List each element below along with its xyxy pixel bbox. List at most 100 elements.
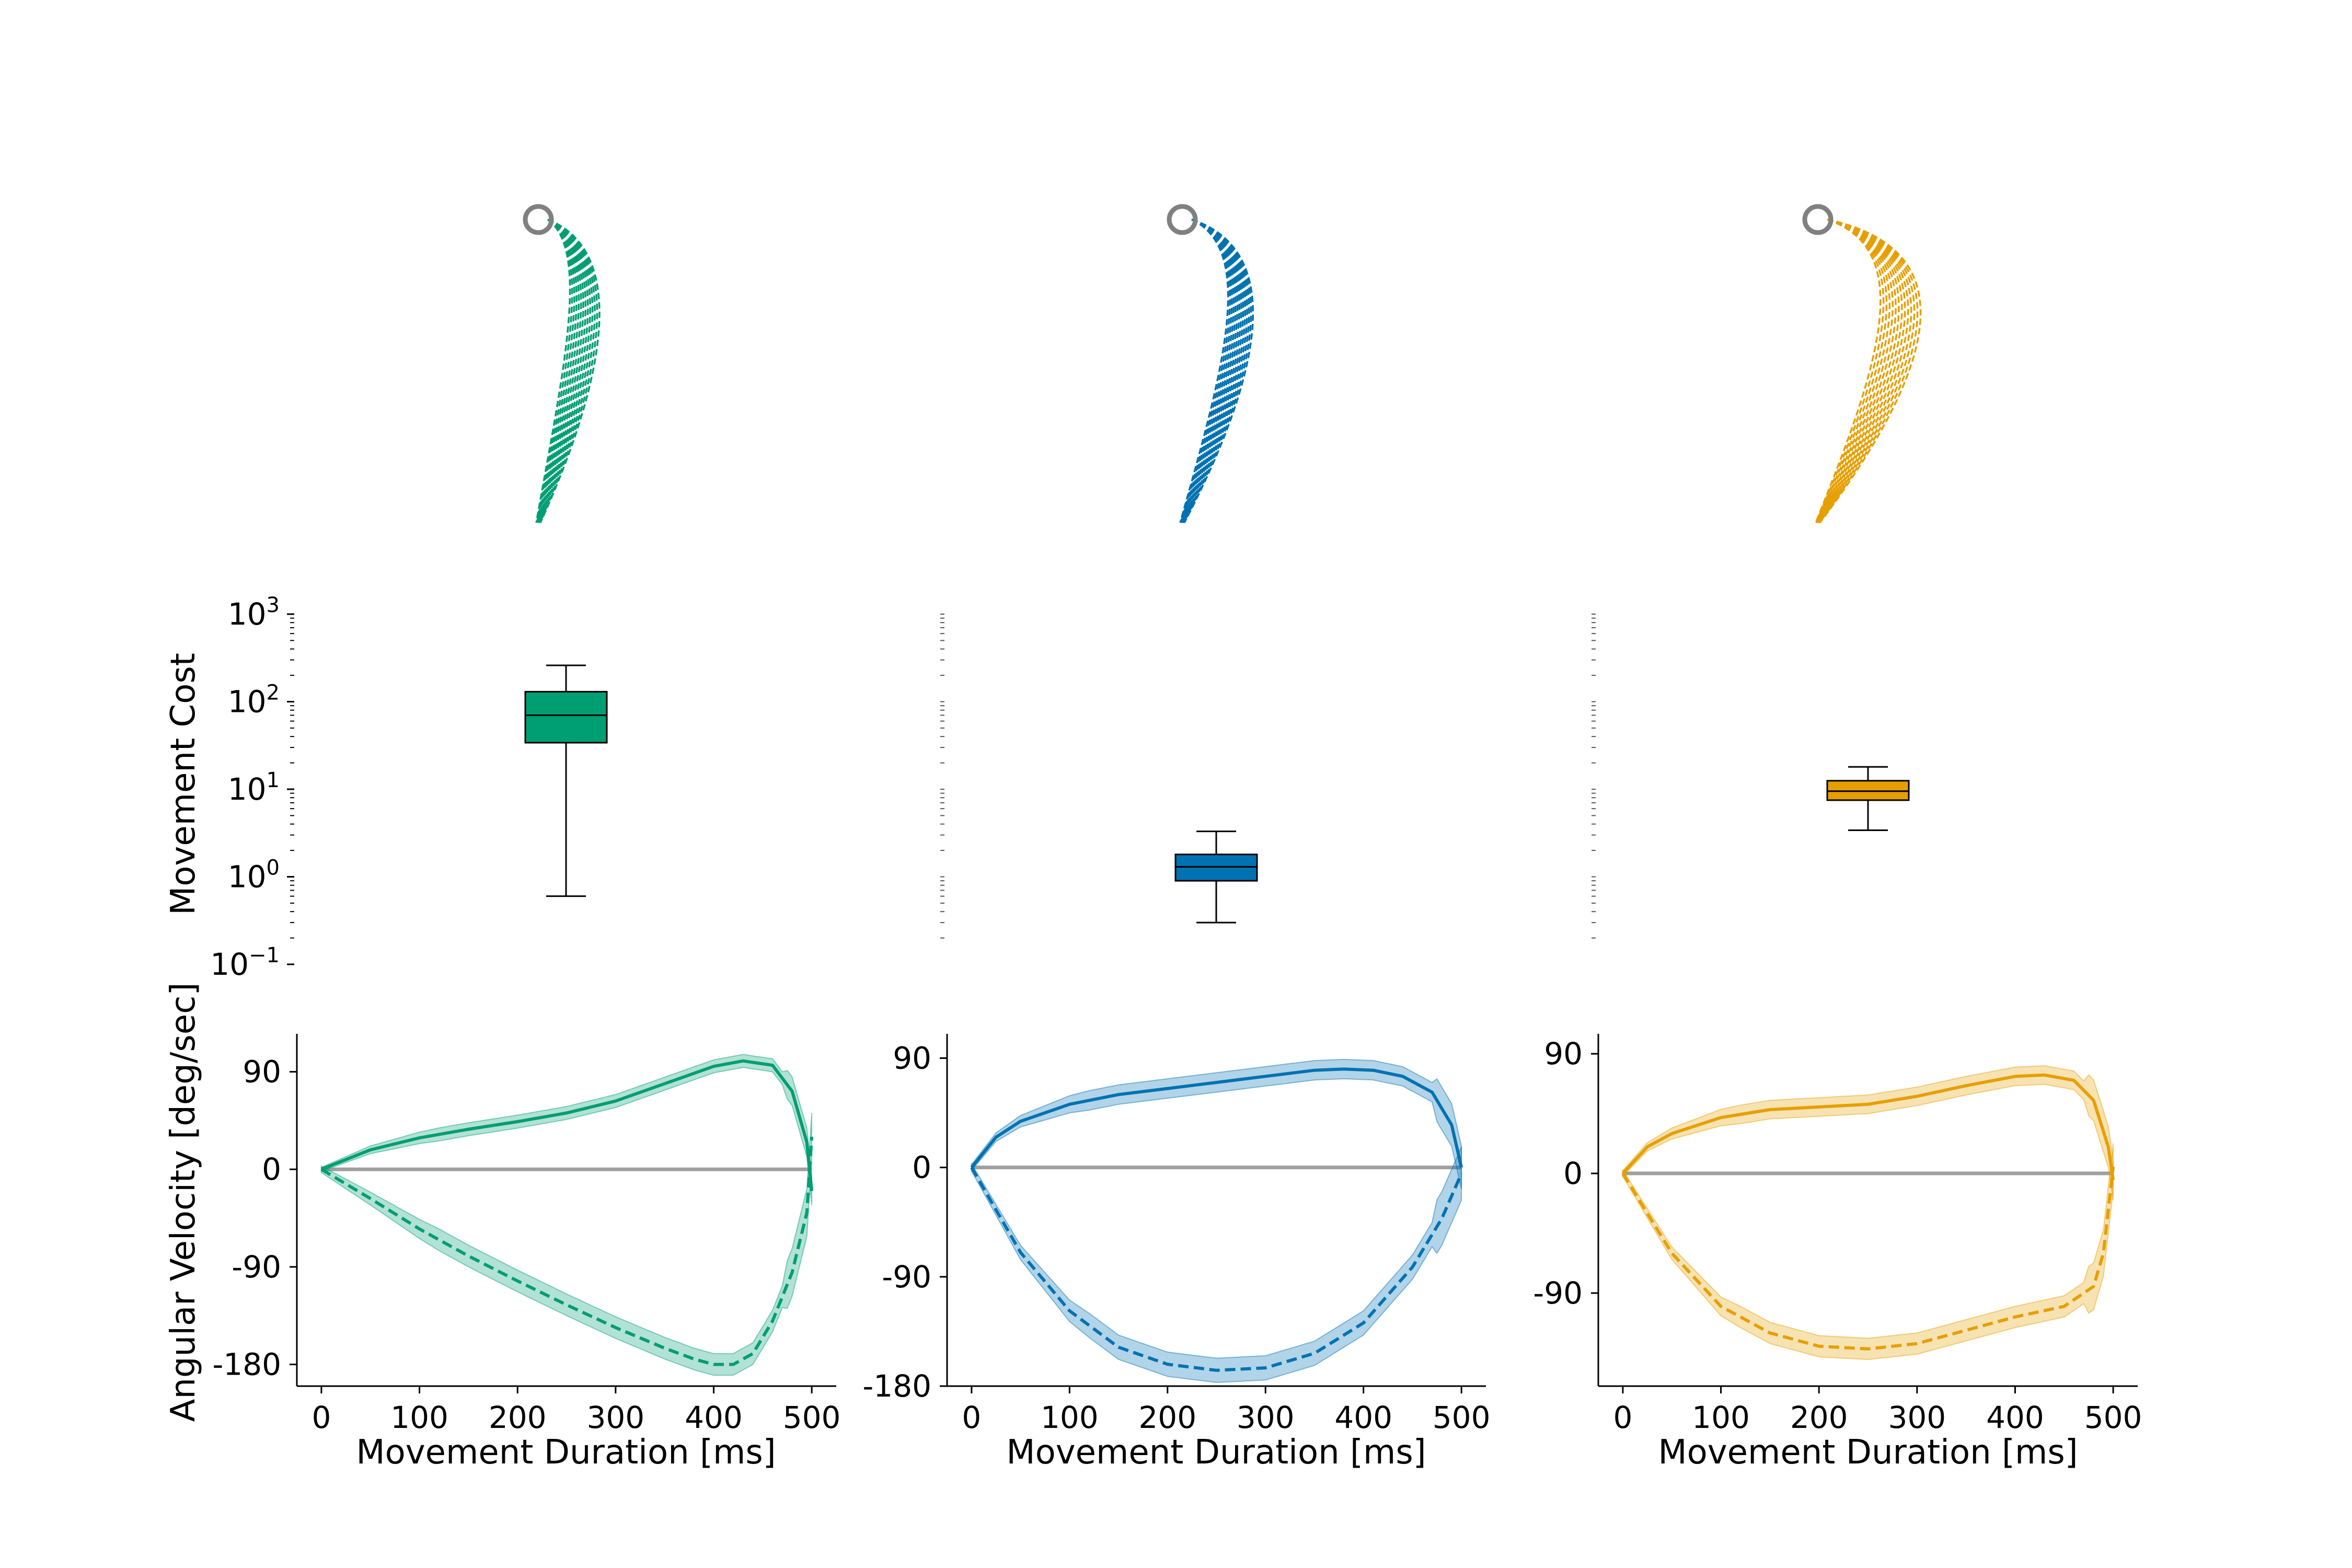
- y-tick-label: -90: [882, 1259, 931, 1295]
- x-tick-label: 0: [1613, 1400, 1632, 1435]
- trajectory-path: [1816, 218, 1897, 523]
- y-tick-label: 0: [262, 1151, 281, 1187]
- x-tick-label: 500: [1433, 1400, 1491, 1435]
- dashed-series-line: [320, 1136, 814, 1366]
- x-tick-label: 200: [489, 1400, 547, 1435]
- angular-velocity-row: 90 0 -90 -180 0 100 200 300 400 500 90 0 -90 -180 0 100…: [212, 1034, 2142, 1435]
- dashed-series-band: [971, 1146, 1462, 1383]
- trajectory-path: [1816, 218, 1891, 523]
- y-tick-label: 90: [893, 1040, 931, 1076]
- velocity-y-axis-label: Angular Velocity [deg/sec]: [164, 983, 203, 1422]
- trajectory-path: [1815, 218, 1882, 523]
- x-tick-label: 400: [1334, 1400, 1392, 1435]
- cost-tick-label: 10−1: [210, 943, 280, 982]
- cost-yaxis-ticks-2: [940, 614, 944, 939]
- y-tick-label: 0: [912, 1150, 931, 1185]
- trajectory-path: [537, 218, 587, 523]
- x-tick-label: 100: [1041, 1400, 1099, 1435]
- solid-series-band: [320, 1054, 813, 1206]
- dashed-series-line: [970, 1167, 1463, 1372]
- x-tick-label: 400: [685, 1400, 743, 1435]
- y-tick-label: -180: [862, 1368, 931, 1404]
- trajectory-path: [1819, 218, 1922, 524]
- trajectory-path: [1182, 218, 1244, 523]
- trajectory-path: [537, 218, 584, 523]
- x-axis-label-3: Movement Duration [ms]: [1658, 1433, 2078, 1472]
- cost-box-3: [1826, 766, 1910, 831]
- velocity-panel-2: 90 0 -90 -180 0 100 200 300 400 500: [862, 1034, 1490, 1435]
- x-tick-label: 500: [783, 1400, 841, 1435]
- x-tick-label: 300: [586, 1400, 644, 1435]
- trajectory-path: [1181, 218, 1242, 523]
- trajectory-path: [535, 218, 573, 523]
- x-tick-label: 300: [1237, 1400, 1295, 1435]
- trajectory-row: [523, 204, 1922, 524]
- x-axis-label-2: Movement Duration [ms]: [1006, 1433, 1426, 1472]
- cost-box-2: [1174, 831, 1258, 924]
- cost-tick-label: 100: [228, 856, 280, 895]
- cost-tick-label: 102: [228, 681, 280, 720]
- movement-cost-row: 10−1 100 101 102 103: [210, 593, 1910, 982]
- trajectory-path: [1183, 218, 1254, 523]
- cost-yaxis-ticks-1: 10−1 100 101 102 103: [210, 593, 294, 982]
- x-tick-label: 0: [312, 1400, 331, 1435]
- trajectory-path: [1818, 218, 1909, 523]
- trajectory-path: [1815, 218, 1885, 523]
- cost-yaxis-ticks-3: [1592, 614, 1596, 939]
- trajectory-path: [535, 218, 571, 523]
- trajectory-path: [1818, 218, 1916, 524]
- trajectory-path: [537, 218, 582, 523]
- x-tick-label: 100: [1692, 1400, 1750, 1435]
- cost-y-axis-label: Movement Cost: [164, 653, 203, 915]
- x-tick-label: 200: [1138, 1400, 1196, 1435]
- y-tick-label: 90: [1544, 1036, 1583, 1071]
- dashed-series-line: [1621, 1166, 2115, 1351]
- x-tick-label: 300: [1888, 1400, 1946, 1435]
- trajectory-path: [1183, 218, 1250, 523]
- trajectory-path: [1817, 218, 1906, 523]
- trajectory-panel-2: [1167, 204, 1254, 523]
- y-tick-label: 90: [243, 1054, 281, 1090]
- trajectory-panel-1: [523, 204, 601, 523]
- velocity-panel-1: 90 0 -90 -180 0 100 200 300 400 500: [212, 1034, 840, 1435]
- x-tick-label: 100: [390, 1400, 448, 1435]
- trajectory-path: [1179, 218, 1231, 523]
- cost-box-1: [524, 664, 608, 897]
- iqr-box: [524, 690, 608, 744]
- solid-series-line: [320, 1059, 814, 1192]
- trajectory-path: [1816, 218, 1894, 523]
- trajectory-path: [1182, 218, 1248, 523]
- solid-series-band: [971, 1058, 1462, 1189]
- y-tick-label: 0: [1563, 1156, 1583, 1191]
- solid-series-band: [1622, 1065, 2114, 1201]
- trajectory-path: [1817, 218, 1900, 523]
- trajectory-path: [536, 218, 575, 523]
- start-target-circle: [1167, 204, 1198, 235]
- x-tick-label: 200: [1790, 1400, 1848, 1435]
- x-tick-label: 500: [2084, 1400, 2142, 1435]
- trajectory-path: [536, 218, 578, 523]
- solid-series-line: [970, 1067, 1463, 1169]
- trajectory-path: [1815, 218, 1888, 523]
- iqr-box: [1174, 854, 1258, 882]
- y-tick-label: -90: [232, 1249, 281, 1285]
- x-tick-label: 400: [1986, 1400, 2044, 1435]
- trajectory-path: [1817, 218, 1903, 523]
- cost-tick-label: 103: [228, 593, 280, 632]
- y-tick-label: -180: [212, 1347, 281, 1382]
- x-axis-label-1: Movement Duration [ms]: [356, 1433, 776, 1472]
- y-tick-label: -90: [1533, 1275, 1583, 1311]
- trajectory-panel-3: [1802, 204, 1922, 524]
- trajectory-path: [1818, 218, 1919, 524]
- velocity-panel-3: 90 0 -90 0 100 200 300 400 500: [1533, 1034, 2142, 1435]
- trajectory-path: [539, 218, 601, 523]
- start-target-circle: [523, 204, 554, 235]
- dashed-series-band: [1622, 1143, 2114, 1361]
- dashed-series-band: [320, 1113, 813, 1376]
- start-target-circle: [1802, 204, 1834, 235]
- trajectory-path: [536, 218, 580, 523]
- trajectory-path: [1818, 218, 1912, 523]
- x-tick-label: 0: [962, 1400, 981, 1435]
- solid-series-line: [1621, 1073, 2115, 1181]
